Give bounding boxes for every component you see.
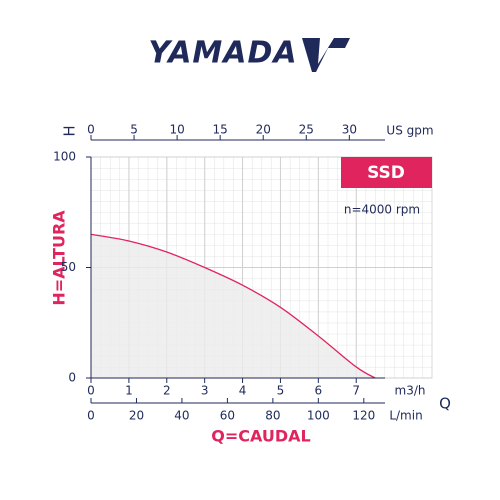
model-box xyxy=(341,157,432,188)
x-tick-label: 1 xyxy=(125,384,133,398)
x3-tick-label: 20 xyxy=(129,409,144,423)
speed: n=4000 rpm xyxy=(344,203,420,217)
x3-tick-label: 0 xyxy=(87,409,95,423)
x2-tick-label: 10 xyxy=(169,123,184,137)
logo-mark-cut xyxy=(318,38,334,64)
plot xyxy=(90,156,432,379)
x2-tick-label: 15 xyxy=(213,123,228,137)
x3-tick-label: 60 xyxy=(220,409,235,423)
x3-unit: L/min xyxy=(389,409,422,423)
x-tick-label: 4 xyxy=(239,384,247,398)
x2-tick-label: 0 xyxy=(87,123,95,137)
x3-tick-label: 120 xyxy=(352,409,375,423)
logo: YAMADA xyxy=(148,36,350,72)
y-label: H=ALTURA xyxy=(50,210,69,306)
x-tick-label: 0 xyxy=(87,384,95,398)
x-tick-label: 5 xyxy=(277,384,285,398)
x-symbol: Q xyxy=(439,395,451,413)
x-tick-label: 6 xyxy=(315,384,323,398)
x-tick-label: 2 xyxy=(163,384,171,398)
x2-tick-label: 5 xyxy=(130,123,138,137)
y-symbol: H xyxy=(61,125,79,136)
y-tick-label: 100 xyxy=(53,150,76,164)
x3-tick-label: 80 xyxy=(265,409,280,423)
y-tick-label: 50 xyxy=(61,260,76,274)
x-label: Q=CAUDAL xyxy=(211,427,311,446)
model: SSD xyxy=(367,163,405,183)
x-unit: m3/h xyxy=(395,384,426,398)
logo-mark xyxy=(302,38,350,72)
x-tick-label: 7 xyxy=(352,384,360,398)
logo-text: YAMADA xyxy=(148,36,297,71)
x2-tick-label: 25 xyxy=(299,123,314,137)
curve-area xyxy=(91,234,376,378)
x2-tick-label: 30 xyxy=(342,123,357,137)
y-tick-label: 0 xyxy=(68,371,76,385)
x-tick-label: 3 xyxy=(201,384,209,398)
x3-tick-label: 100 xyxy=(307,409,330,423)
x2-tick-label: 20 xyxy=(256,123,271,137)
x2-unit: US gpm xyxy=(386,124,433,138)
curve xyxy=(90,233,376,379)
x3-tick-label: 40 xyxy=(174,409,189,423)
